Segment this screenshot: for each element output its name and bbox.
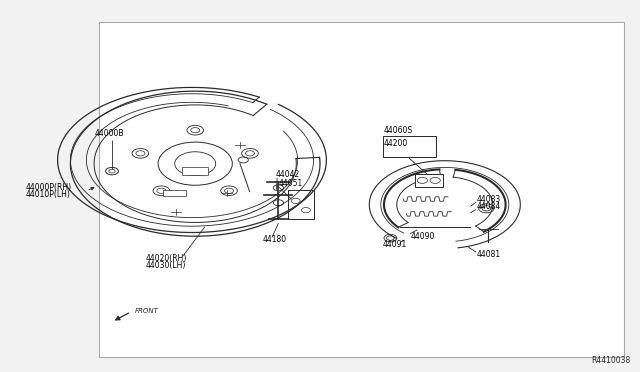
Text: 44042: 44042 bbox=[275, 170, 300, 179]
Text: 44060S: 44060S bbox=[384, 126, 413, 135]
Bar bbox=[99, 22, 624, 357]
Text: 44000P(RH): 44000P(RH) bbox=[26, 183, 72, 192]
Bar bbox=[415, 174, 443, 187]
Text: 44051: 44051 bbox=[278, 179, 303, 188]
Text: 44200: 44200 bbox=[384, 140, 408, 148]
Text: 44091: 44091 bbox=[383, 240, 407, 249]
Text: 44180: 44180 bbox=[262, 235, 287, 244]
Text: 44081: 44081 bbox=[477, 250, 501, 259]
Text: 44083: 44083 bbox=[477, 195, 501, 203]
Text: R4410038: R4410038 bbox=[591, 356, 630, 365]
Text: 44030(LH): 44030(LH) bbox=[146, 261, 186, 270]
Bar bbox=[182, 167, 208, 175]
Text: 44000B: 44000B bbox=[95, 129, 124, 138]
Bar bbox=[383, 136, 436, 157]
Text: 44010P(LH): 44010P(LH) bbox=[26, 190, 70, 199]
Text: 44084: 44084 bbox=[477, 202, 501, 211]
Text: 44090: 44090 bbox=[411, 232, 435, 241]
Text: FRONT: FRONT bbox=[134, 308, 158, 314]
Bar bbox=[163, 190, 186, 196]
Text: 44020(RH): 44020(RH) bbox=[146, 254, 188, 263]
